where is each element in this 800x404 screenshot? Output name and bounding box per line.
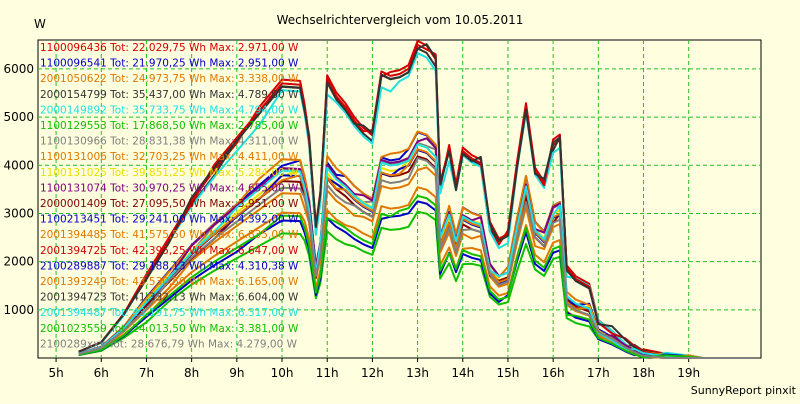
legend-entry: 1100130966 Tot: 28.831,38 Wh Max: 4.311,…: [40, 136, 299, 148]
legend-entry: 1100096436 Tot: 22.029,75 Wh Max: 2.971,…: [40, 42, 299, 54]
x-tick-label: 15h: [497, 366, 520, 380]
legend-entry: 2001394485 Tot: 41.575,50 Wh Max: 6.835,…: [40, 229, 299, 241]
y-tick-label: 3000: [3, 206, 34, 220]
x-tick-label: 18h: [632, 366, 655, 380]
legend-entry: 1100096541 Tot: 21.970,25 Wh Max: 2.951,…: [40, 58, 299, 70]
legend-entry: 2000001409 Tot: 27.095,50 Wh Max: 3.951,…: [40, 198, 299, 210]
x-tick-label: 11h: [316, 366, 339, 380]
legend-entry: 2001393249 Tot: 43.530,50 Wh Max: 6.165,…: [40, 276, 299, 288]
x-tick-label: 9h: [229, 366, 244, 380]
x-tick-label: 7h: [139, 366, 154, 380]
series-line: [78, 52, 757, 359]
x-tick-label: 5h: [48, 366, 63, 380]
legend-entry: 2000154799 Tot: 35.437,00 Wh Max: 4.789,…: [40, 89, 299, 101]
legend-entry: 1100131074 Tot: 30.970,25 Wh Max: 4.655,…: [40, 182, 299, 194]
x-tick-label: 12h: [361, 366, 384, 380]
legend: 1100096436 Tot: 22.029,75 Wh Max: 2.971,…: [40, 42, 299, 350]
series-lines: [78, 40, 757, 359]
legend-entry: 2001023559 Tot: 24.013,50 Wh Max: 3.381,…: [40, 323, 299, 335]
y-tick-label: 2000: [3, 255, 34, 269]
legend-entry: 2000149892 Tot: 35.733,75 Wh Max: 4.794,…: [40, 104, 299, 116]
x-tick-label: 10h: [271, 366, 294, 380]
series-line: [78, 194, 757, 359]
legend-entry: 2001050622 Tot: 24.973,75 Wh Max: 3.338,…: [40, 73, 299, 85]
x-tick-labels: 5h 6h 7h 8h 9h 10h 11h 12h 13h 14h 15h 16h 17h 18h 19h: [48, 366, 700, 380]
legend-entry: 2001394723 Tot: 41.332,13 Wh Max: 6.604,…: [40, 292, 299, 304]
legend-entry: 2001394487 Tot: 43.191,75 Wh Max: 6.317,…: [40, 307, 299, 319]
y-tick-label: 1000: [3, 303, 34, 317]
series-line: [78, 157, 757, 359]
x-tick-label: 14h: [451, 366, 474, 380]
chart-title: Wechselrichtervergleich vom 10.05.2011: [277, 13, 524, 27]
x-tick-label: 6h: [94, 366, 109, 380]
y-axis-label: W: [34, 17, 46, 31]
footer-credit: SunnyReport pinxit: [691, 384, 797, 397]
legend-entry: 2100289887 Tot: 29.188,13 Wh Max: 4.310,…: [40, 260, 299, 272]
legend-entry: 1100213451 Tot: 29.241,00 Wh Max: 4.392,…: [40, 214, 299, 226]
y-tick-label: 6000: [3, 62, 34, 76]
y-tick-labels: 1000 2000 3000 4000 5000 6000: [3, 62, 34, 317]
legend-entry: 2001394725 Tot: 42.395,25 Wh Max: 6.647,…: [40, 245, 299, 257]
x-tick-label: 13h: [406, 366, 429, 380]
x-tick-label: 17h: [587, 366, 610, 380]
legend-entry: 2100289xxx Tot: 28.676,79 Wh Max: 4.279,…: [40, 338, 298, 350]
x-tick-label: 19h: [677, 366, 700, 380]
legend-entry: 1100129553 Tot: 17.868,50 Wh Max: 2.785,…: [40, 120, 299, 132]
x-tick-label: 16h: [542, 366, 565, 380]
legend-entry: 1100131025 Tot: 39.851,25 Wh Max: 5.284,…: [40, 167, 299, 179]
grid-lines: [38, 40, 761, 362]
legend-entry: 1100131006 Tot: 32.703,25 Wh Max: 4.411,…: [40, 151, 299, 163]
x-tick-label: 8h: [184, 366, 199, 380]
y-tick-label: 4000: [3, 158, 34, 172]
series-line: [78, 43, 757, 359]
y-tick-label: 5000: [3, 110, 34, 124]
